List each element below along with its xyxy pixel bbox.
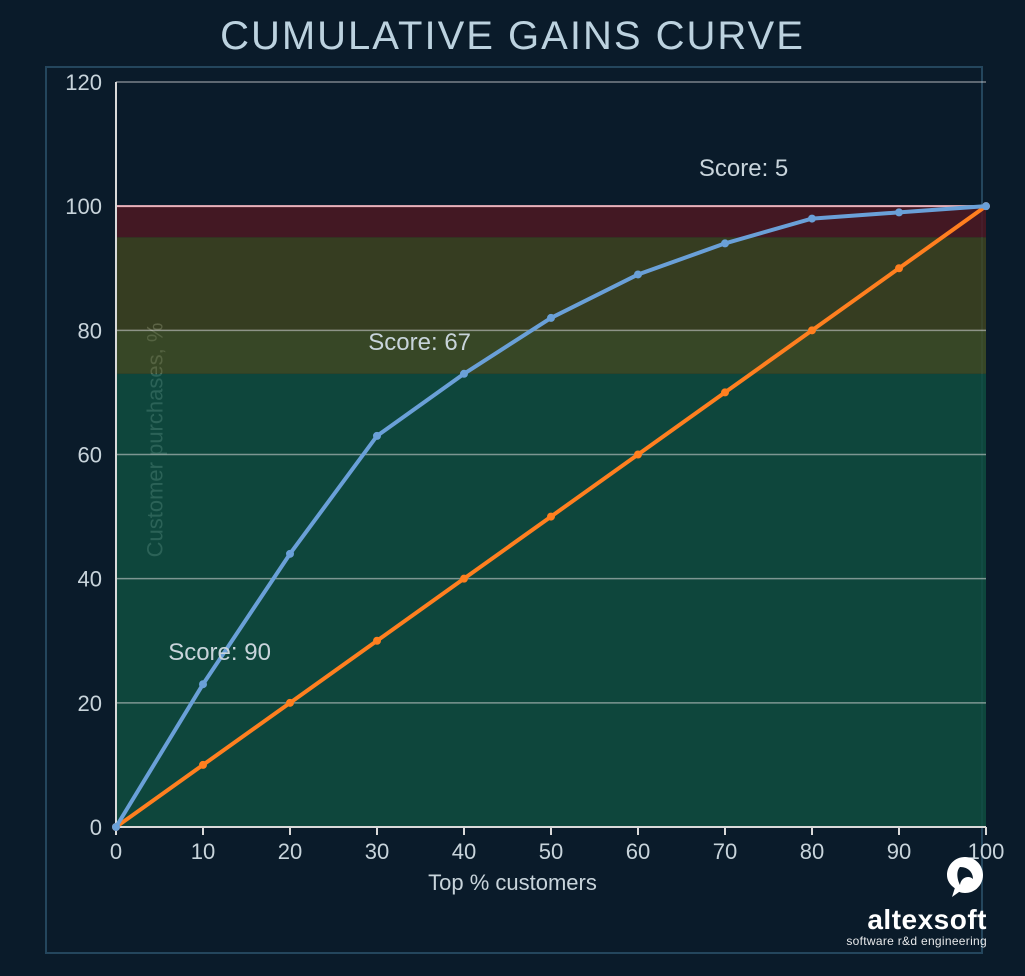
y-tick-label: 60 — [78, 443, 102, 468]
series-baseline-point — [547, 513, 555, 521]
chart-title: CUMULATIVE GAINS CURVE — [0, 14, 1025, 59]
logo-icon — [943, 855, 987, 904]
series-model-point — [373, 432, 381, 440]
x-tick-label: 30 — [365, 839, 389, 864]
page: CUMULATIVE GAINS CURVE Customer purchase… — [0, 0, 1025, 976]
x-tick-label: 70 — [713, 839, 737, 864]
annotation: Score: 90 — [168, 639, 271, 667]
series-model-point — [286, 550, 294, 558]
series-model-point — [895, 208, 903, 216]
x-tick-label: 20 — [278, 839, 302, 864]
logo-brand: altexsoft — [846, 906, 987, 934]
y-tick-label: 100 — [65, 194, 102, 219]
series-model-point — [634, 270, 642, 278]
chart-plot: 0204060801001200102030405060708090100 — [116, 82, 986, 827]
series-model-point — [460, 370, 468, 378]
series-baseline-point — [460, 575, 468, 583]
series-model-point — [808, 215, 816, 223]
series-baseline-point — [286, 699, 294, 707]
series-model-point — [547, 314, 555, 322]
x-tick-label: 50 — [539, 839, 563, 864]
logo-tagline: software r&d engineering — [846, 934, 987, 948]
series-baseline-point — [721, 388, 729, 396]
series-baseline-point — [373, 637, 381, 645]
x-tick-label: 60 — [626, 839, 650, 864]
x-tick-label: 10 — [191, 839, 215, 864]
series-baseline-point — [895, 264, 903, 272]
x-tick-label: 40 — [452, 839, 476, 864]
y-tick-label: 20 — [78, 691, 102, 716]
y-tick-label: 40 — [78, 567, 102, 592]
annotation: Score: 5 — [699, 155, 788, 183]
series-model-point — [982, 202, 990, 210]
series-model-point — [721, 239, 729, 247]
x-tick-label: 0 — [110, 839, 122, 864]
x-tick-label: 80 — [800, 839, 824, 864]
series-baseline-point — [634, 451, 642, 459]
series-baseline-point — [199, 761, 207, 769]
y-tick-label: 120 — [65, 70, 102, 95]
series-model-point — [112, 823, 120, 831]
chart-svg: 0204060801001200102030405060708090100 — [116, 82, 986, 827]
logo: altexsoft software r&d engineering — [846, 855, 987, 948]
y-tick-label: 0 — [90, 815, 102, 840]
series-model-point — [199, 680, 207, 688]
annotation: Score: 67 — [368, 329, 471, 357]
y-tick-label: 80 — [78, 318, 102, 343]
series-baseline-point — [808, 326, 816, 334]
